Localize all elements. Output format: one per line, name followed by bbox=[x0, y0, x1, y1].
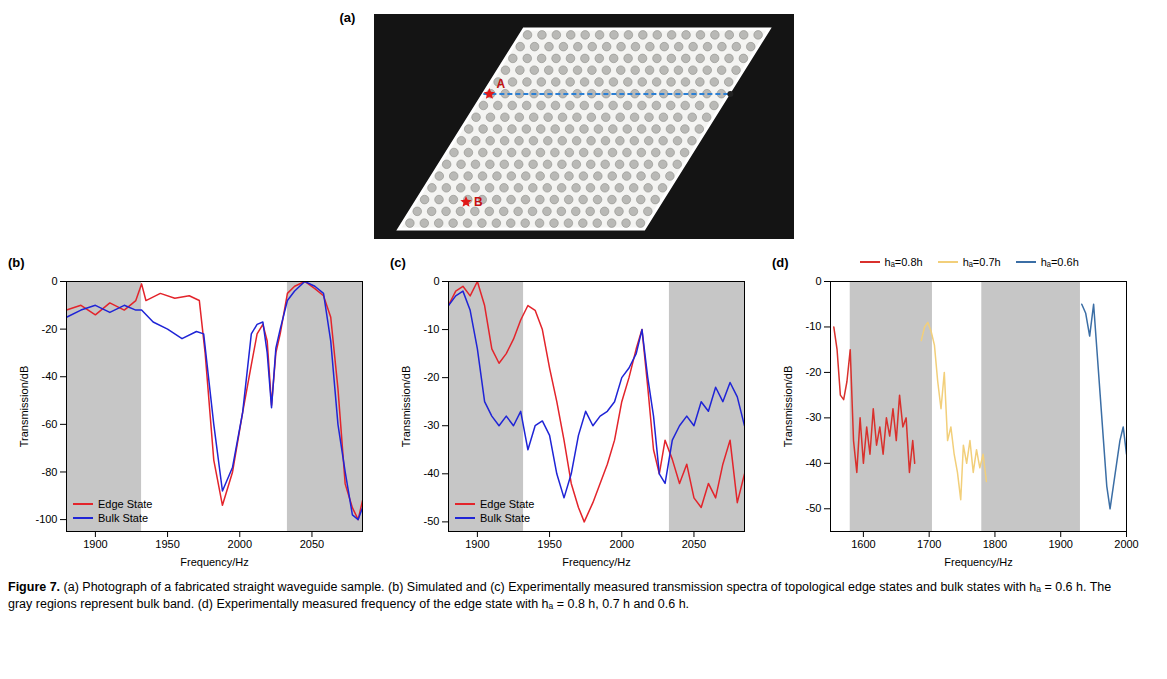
svg-text:Frequency/Hz: Frequency/Hz bbox=[180, 556, 248, 568]
svg-text:1950: 1950 bbox=[155, 538, 179, 550]
html-text:Bulk State: Bulk State bbox=[480, 512, 531, 524]
html-text:(d): (d) bbox=[772, 254, 789, 270]
svg-text:-30: -30 bbox=[424, 419, 440, 431]
html-text:Edge State: Edge State bbox=[98, 498, 153, 510]
svg-text:Transmission/dB: Transmission/dB bbox=[782, 366, 794, 448]
html-text:(a): (a) bbox=[339, 10, 356, 25]
svg-text:Transmission/dB: Transmission/dB bbox=[400, 366, 412, 448]
svg-text:-100: -100 bbox=[35, 513, 57, 525]
svg-text:-60: -60 bbox=[42, 418, 58, 430]
svg-text:-20: -20 bbox=[42, 323, 58, 335]
svg-text:Frequency/Hz: Frequency/Hz bbox=[562, 556, 630, 568]
svg-text:-30: -30 bbox=[806, 411, 822, 423]
svg-text:-50: -50 bbox=[806, 502, 822, 514]
svg-text:1900: 1900 bbox=[83, 538, 107, 550]
svg-text:0: 0 bbox=[433, 275, 439, 287]
svg-text:1800: 1800 bbox=[983, 538, 1007, 550]
html-text:hₐ=0.6h: hₐ=0.6h bbox=[1040, 256, 1079, 268]
svg-text:0: 0 bbox=[815, 275, 821, 287]
html-text:Edge State: Edge State bbox=[480, 498, 535, 510]
svg-text:0: 0 bbox=[51, 275, 57, 287]
svg-text:1900: 1900 bbox=[465, 538, 489, 550]
svg-text:1950: 1950 bbox=[537, 538, 561, 550]
svg-text:-80: -80 bbox=[42, 465, 58, 477]
svg-text:Transmission/dB: Transmission/dB bbox=[18, 366, 30, 448]
html-text:hₐ=0.7h: hₐ=0.7h bbox=[962, 256, 1001, 268]
svg-text:-50: -50 bbox=[424, 515, 440, 527]
html-text:(c): (c) bbox=[390, 254, 406, 270]
svg-text:Frequency/Hz: Frequency/Hz bbox=[944, 556, 1012, 568]
html-text:(b): (b) bbox=[8, 254, 25, 270]
svg-text:2000: 2000 bbox=[1114, 538, 1138, 550]
svg-text:-20: -20 bbox=[806, 366, 822, 378]
svg-text:2000: 2000 bbox=[610, 538, 634, 550]
svg-text:-40: -40 bbox=[806, 457, 822, 469]
svg-text:-10: -10 bbox=[424, 323, 440, 335]
svg-text:-10: -10 bbox=[806, 320, 822, 332]
svg-text:2050: 2050 bbox=[682, 538, 706, 550]
svg-text:1700: 1700 bbox=[917, 538, 941, 550]
svg-text:2050: 2050 bbox=[300, 538, 324, 550]
svg-text:1600: 1600 bbox=[851, 538, 875, 550]
svg-text:2000: 2000 bbox=[228, 538, 252, 550]
svg-text:A: A bbox=[496, 77, 505, 91]
html-text:Bulk State: Bulk State bbox=[98, 512, 149, 524]
html-text:hₐ=0.8h: hₐ=0.8h bbox=[884, 256, 923, 268]
svg-text:-20: -20 bbox=[424, 371, 440, 383]
svg-text:-40: -40 bbox=[424, 467, 440, 479]
svg-text:B: B bbox=[474, 195, 483, 209]
html-text:Figure 7. (a) Photograph of a: Figure 7. (a) Photograph of a fabricated… bbox=[8, 580, 1112, 611]
svg-text:1900: 1900 bbox=[1048, 538, 1072, 550]
svg-text:-40: -40 bbox=[42, 370, 58, 382]
